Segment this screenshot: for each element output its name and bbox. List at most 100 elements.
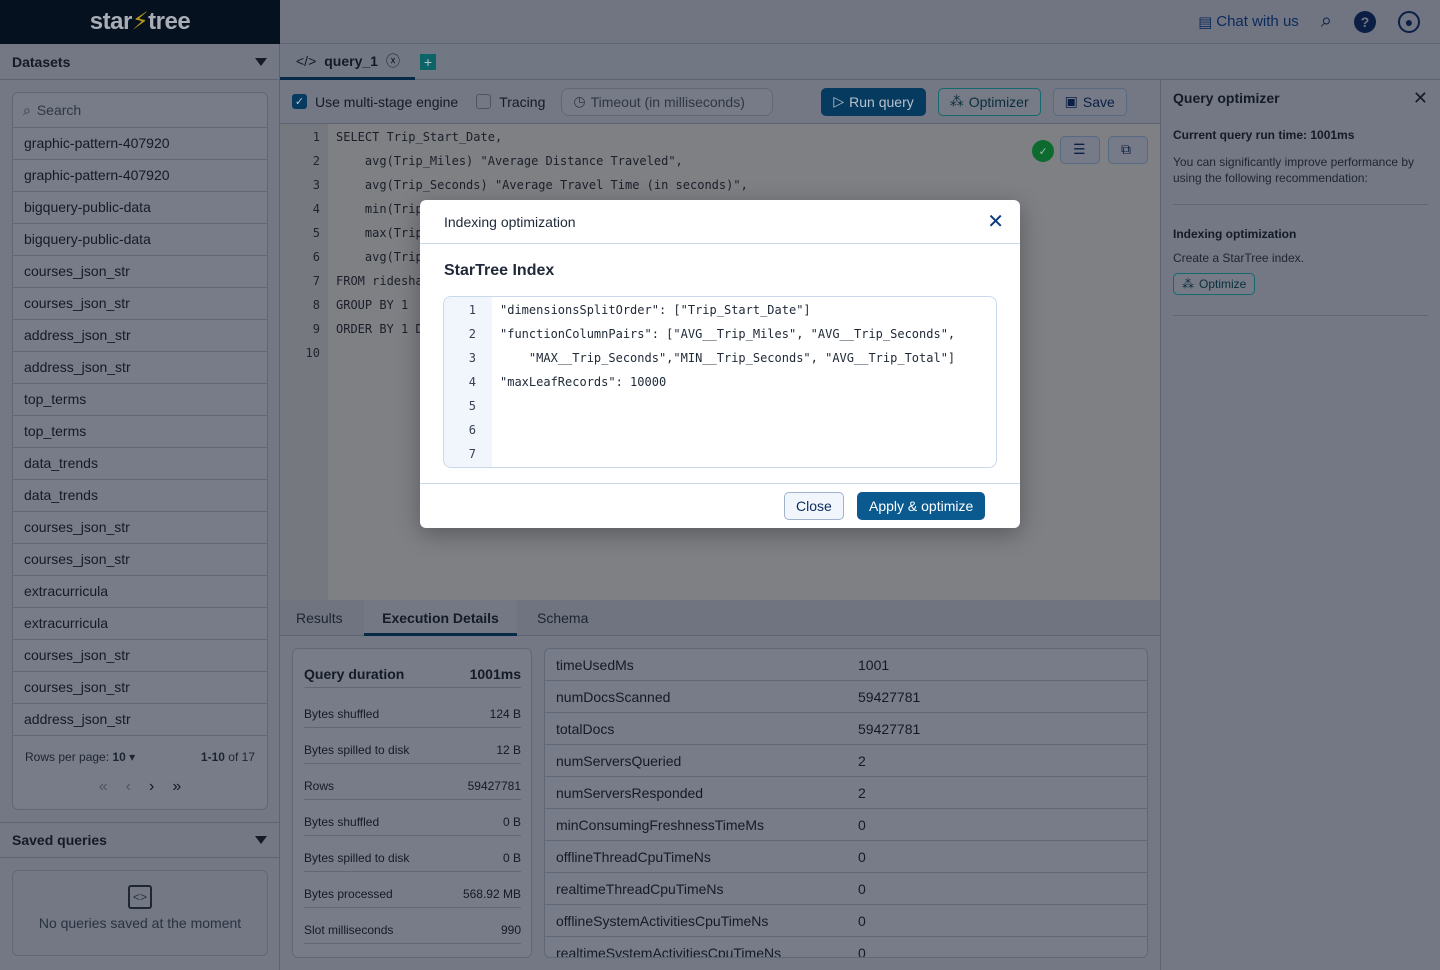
detail-label: Bytes spilled to disk [304,851,410,865]
optimize-button[interactable]: ⁂ Optimize [1173,273,1256,295]
close-icon[interactable]: ✕ [987,211,1004,233]
close-icon[interactable]: ✕ [1412,87,1428,108]
dataset-item[interactable]: graphic-pattern-407920 [13,128,267,160]
user-avatar-icon[interactable]: ● [1398,10,1420,33]
save-icon: ▣ [1064,93,1078,109]
query-duration-card: Query duration 1001ms Bytes shuffled 124 B… [292,648,532,958]
dataset-item[interactable]: courses_json_str [13,288,267,320]
dataset-item[interactable]: data_trends [13,448,267,480]
tracing-checkbox[interactable] [476,94,492,109]
close-tab-icon[interactable]: ⓧ [385,52,400,69]
dataset-item[interactable]: courses_json_str [13,512,267,544]
chat-with-us-link[interactable]: ▤ Chat with us [1198,13,1299,31]
copy-button[interactable]: ⧉ [1108,136,1148,164]
line-number: 6 [312,250,320,264]
play-icon: ▷ [833,93,845,109]
close-button[interactable]: Close [784,492,844,520]
stat-value: 0 [858,944,866,958]
saved-queries-empty: <> No queries saved at the moment [12,870,268,956]
stat-value: 0 [858,848,866,865]
stat-name: offlineThreadCpuTimeNs [556,848,711,865]
code-line: "maxLeafRecords": 10000 [500,375,667,389]
dataset-item[interactable]: courses_json_str [13,672,267,704]
timeout-input[interactable]: ◷ Timeout (in milliseconds) [561,87,774,116]
dataset-item[interactable]: address_json_str [13,320,267,352]
detail-label: Bytes shuffled [304,707,380,721]
modal-subtitle: StarTree Index [444,262,555,279]
detail-row: Bytes spilled to disk 0 B [304,851,521,872]
code-line: avg(Trip_Seconds) "Average Travel Time (… [336,178,748,192]
detail-value: 59427781 [467,779,521,793]
dataset-item[interactable]: extracurricula [13,608,267,640]
help-icon[interactable]: ? [1354,10,1376,33]
detail-value: 0 B [502,815,521,829]
stat-row: numServersResponded 2 [545,777,1147,809]
search-input[interactable]: ⌕ Search [13,93,267,128]
detail-value: 12 B [496,743,521,757]
optimizer-button[interactable]: ⁂ Optimizer [937,87,1041,116]
apply-optimize-button[interactable]: Apply & optimize [857,492,986,520]
dataset-item[interactable]: graphic-pattern-407920 [13,160,267,192]
valid-check-icon: ✓ [1032,140,1054,162]
line-number: 2 [312,154,320,168]
line-number: 7 [312,274,320,288]
multistage-checkbox[interactable]: ✓ [292,94,307,109]
clock-icon: ◷ [573,93,586,109]
dataset-item[interactable]: bigquery-public-data [13,224,267,256]
save-button[interactable]: ▣ Save [1052,87,1127,116]
first-page-icon[interactable]: « [98,778,108,795]
dataset-item[interactable]: address_json_str [13,704,267,736]
chevron-down-icon[interactable] [255,836,267,844]
dataset-item[interactable]: bigquery-public-data [13,192,267,224]
prev-page-icon[interactable]: ‹ [125,778,131,795]
line-number: 7 [468,447,476,461]
dataset-item[interactable]: courses_json_str [13,640,267,672]
dataset-item[interactable]: courses_json_str [13,256,267,288]
detail-label: Rows [304,779,335,793]
dataset-item[interactable]: courses_json_str [13,544,267,576]
last-page-icon[interactable]: » [172,778,182,795]
tab-results[interactable]: Results [296,610,343,626]
run-query-button[interactable]: ▷ Run query [821,87,926,116]
dataset-item[interactable]: extracurricula [13,576,267,608]
logo[interactable]: star⚡tree [0,0,280,44]
dataset-item[interactable]: address_json_str [13,352,267,384]
detail-row: Bytes spilled to disk 12 B [304,743,521,764]
line-number: 6 [468,423,476,437]
code-icon: </> [296,52,317,69]
stat-value: 0 [858,912,866,929]
code-line: FROM ridesha [336,274,423,288]
code-line: GROUP BY 1 [336,298,409,312]
format-button[interactable]: ☰ [1060,136,1100,164]
tab-execution-details[interactable]: Execution Details [364,600,517,636]
detail-value: 568.92 MB [462,887,521,901]
stat-name: realtimeThreadCpuTimeNs [556,880,724,897]
index-config-code[interactable]: 1 "dimensionsSplitOrder": ["Trip_Start_Da… [443,296,997,468]
search-icon[interactable]: ⌕ [1320,10,1332,32]
chevron-down-icon[interactable] [255,57,267,66]
line-number: 10 [305,346,320,360]
code-line: avg(Trip [336,250,423,264]
execution-stats-table: timeUsedMs 1001 numDocsScanned 59427781 tota… [544,648,1148,958]
dataset-item[interactable]: top_terms [13,416,267,448]
sidebar: Datasets ⌕ Search graphic-pattern-407920 g… [0,44,280,970]
stat-name: offlineSystemActivitiesCpuTimeNs [556,912,769,929]
add-tab-button[interactable]: + [420,54,436,70]
tab-schema[interactable]: Schema [537,610,589,626]
next-page-icon[interactable]: › [149,778,155,795]
stat-name: timeUsedMs [556,656,634,673]
saved-queries-header[interactable]: Saved queries [0,822,279,858]
code-line: SELECT Trip_Start_Date, [336,130,503,144]
format-icon: ☰ [1073,142,1086,158]
line-number: 1 [312,130,320,144]
query-toolbar: ✓ Use multi-stage engine Tracing ◷ Timeout… [280,80,1160,124]
stat-row: minConsumingFreshnessTimeMs 0 [545,809,1147,841]
dataset-item[interactable]: top_terms [13,384,267,416]
rows-per-page[interactable]: Rows per page: 10 ▾ [25,750,136,764]
dataset-item[interactable]: data_trends [13,480,267,512]
results-tabs: Results Execution Details Schema [280,600,1160,636]
stat-value: 59427781 [858,720,921,737]
stat-name: numDocsScanned [556,688,671,705]
tab-query-1[interactable]: </> query_1 ⓧ [280,44,415,80]
datasets-header[interactable]: Datasets [0,44,279,80]
